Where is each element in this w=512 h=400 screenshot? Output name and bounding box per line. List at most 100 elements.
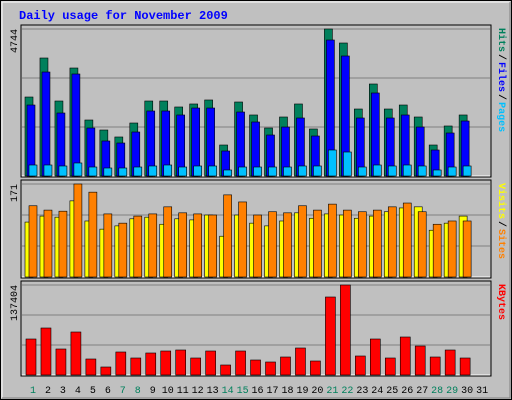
x-tick-label: 8 [135,386,141,397]
x-tick-label: 7 [120,386,126,397]
bar [43,164,53,177]
bar [373,209,382,278]
x-tick-label: 3 [60,386,66,397]
bar [444,349,456,376]
bar [462,220,472,278]
bar [163,164,173,177]
bar [429,356,441,376]
x-tick-label: 14 [222,386,234,397]
legend-entry: Hits [495,28,507,52]
legend-entry: KBytes [495,284,506,320]
bar [253,166,262,177]
bar [41,71,51,177]
bar [145,352,157,376]
bar [298,165,307,177]
y-tick-label: 4744 [10,29,21,53]
x-tick-label: 2 [45,386,51,397]
bar [447,166,457,177]
x-tick-label: 18 [281,386,293,397]
bar [358,211,367,278]
bar [160,350,172,376]
bar [236,111,245,177]
bar [310,360,321,376]
bar [148,213,158,278]
x-tick-label: 24 [371,386,383,397]
bar [280,356,291,376]
x-tick-label: 25 [386,386,398,397]
bar [115,351,127,376]
bar [343,209,352,278]
bar [432,223,442,278]
bar [417,165,427,177]
bar [28,205,38,278]
bar [447,220,457,278]
bar [402,202,412,278]
bar [133,215,143,278]
bar [205,350,216,376]
legend-separator: / [495,54,507,60]
x-tick-label: 13 [207,386,219,397]
x-tick-label: 15 [237,386,249,397]
x-tick-label: 27 [416,386,428,397]
legend: Hits / Files / Pages [495,28,507,132]
bar [298,205,307,278]
bar [208,214,217,278]
bar [163,206,173,278]
bar [193,213,202,278]
bar [178,212,187,278]
bar [328,149,337,177]
x-tick-label: 19 [296,386,308,397]
bar [265,361,276,376]
bar [295,347,306,376]
bar [268,211,277,278]
y-tick-label: 137404 [10,285,21,321]
bar [58,165,68,177]
bar [118,167,128,177]
x-tick-label: 30 [461,386,473,397]
bar [178,166,187,177]
x-tick-label: 4 [75,386,81,397]
bar [370,338,381,376]
bar [328,203,337,278]
bar [253,214,262,278]
bar [313,209,322,278]
y-tick-label: 171 [10,184,21,202]
bar [175,349,186,376]
x-tick-label: 16 [252,386,264,397]
x-tick-label: 29 [446,386,458,397]
bar [283,212,292,278]
x-tick-label: 22 [341,386,353,397]
x-tick-label: 21 [326,386,338,397]
bar [133,166,143,177]
bar [73,183,83,278]
x-tick-label: 20 [311,386,323,397]
bar [25,338,37,376]
x-tick-label: 26 [401,386,413,397]
bar [73,162,83,177]
bar [343,151,352,177]
bar [268,166,277,177]
bar [88,166,98,177]
bar [85,358,97,376]
bar [103,213,113,278]
bar [118,222,128,278]
chart-title: Daily usage for November 2009 [19,9,228,23]
bar [238,166,247,177]
x-tick-label: 5 [90,386,96,397]
x-tick-label: 1 [30,386,36,397]
bar [148,165,158,177]
bar [235,350,246,376]
bar [130,357,142,376]
legend-entry: Visits [495,183,507,219]
bar [58,210,68,278]
bar [190,357,201,376]
bar [28,164,38,177]
bar [238,201,247,278]
bar [399,336,411,376]
bar [100,366,112,376]
bar [223,169,232,177]
